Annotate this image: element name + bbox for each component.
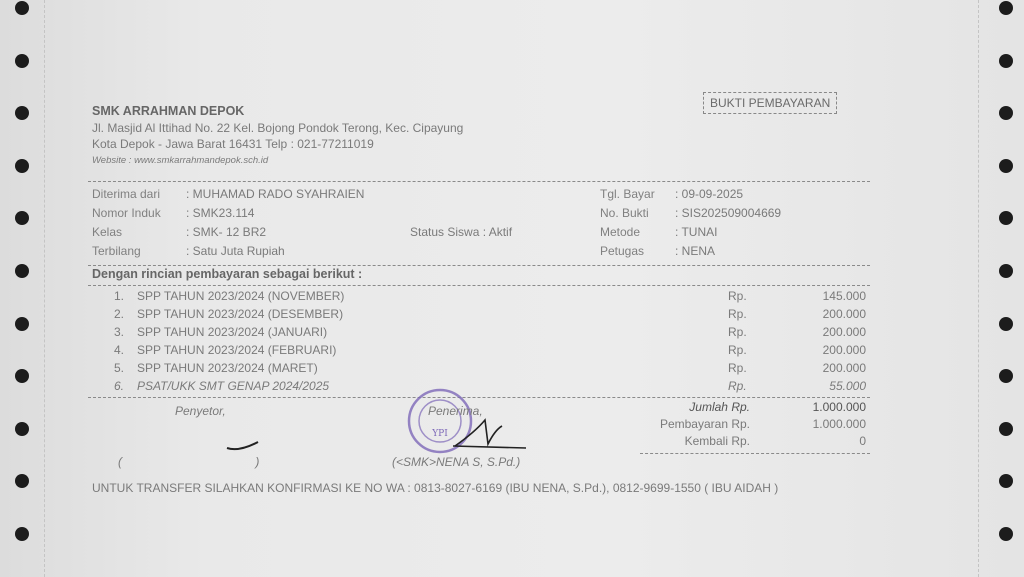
- receiver-signature: [452, 418, 527, 449]
- info-value: : NENA: [675, 244, 716, 258]
- feed-hole: [999, 264, 1013, 278]
- school-website: Website : www.smkarrahmandepok.sch.id: [92, 155, 269, 166]
- feed-hole: [999, 53, 1013, 68]
- receiver-name: (<SMK>NENA S, S.Pd.): [392, 455, 521, 469]
- feed-hole: [999, 316, 1013, 331]
- svg-text:YPI: YPI: [431, 429, 448, 439]
- item-number: 3.: [114, 325, 125, 339]
- item-description: SPP TAHUN 2023/2024 (JANUARI): [137, 325, 328, 339]
- school-stamp: YPI: [407, 388, 473, 454]
- feed-hole: [999, 527, 1013, 541]
- item-currency: Rp.: [728, 343, 747, 357]
- school-address-2: Kota Depok - Jawa Barat 16431 Telp : 021…: [92, 137, 374, 151]
- item-amount: 200.000: [822, 325, 866, 339]
- feed-hole: [15, 474, 29, 489]
- details-heading: Dengan rincian pembayaran sebagai beriku…: [92, 267, 363, 281]
- item-currency: Rp.: [728, 289, 747, 303]
- feed-hole: [15, 264, 29, 278]
- item-number: 5.: [114, 361, 125, 375]
- document-title: BUKTI PEMBAYARAN: [703, 92, 838, 114]
- info-label: Terbilang: [92, 244, 141, 258]
- info-label: No. Bukti: [600, 206, 649, 220]
- info-value: : MUHAMAD RADO SYAHRAIEN: [186, 187, 365, 201]
- divider: [88, 181, 870, 182]
- feed-hole: [999, 1, 1013, 15]
- info-label: Nomor Induk: [92, 206, 161, 220]
- divider: [88, 265, 870, 266]
- info-label: Kelas: [92, 225, 123, 239]
- feed-hole: [15, 316, 29, 331]
- item-number: 1.: [114, 289, 125, 303]
- feed-hole: [15, 211, 29, 226]
- item-number: 2.: [114, 307, 125, 321]
- perforation-left: [44, 0, 45, 577]
- feed-hole: [15, 158, 29, 173]
- item-description: SPP TAHUN 2023/2024 (DESEMBER): [137, 307, 344, 321]
- info-value: : SIS202509004669: [675, 206, 782, 220]
- info-value: : SMK- 12 BR2: [186, 225, 267, 239]
- feed-hole: [15, 53, 29, 68]
- info-label: Petugas: [600, 244, 645, 258]
- item-number: 6.: [114, 379, 125, 393]
- total-label: Jumlah Rp.: [689, 400, 750, 414]
- info-label: Diterima dari: [92, 187, 161, 201]
- payer-signature: [226, 441, 259, 451]
- divider: [88, 397, 870, 398]
- item-description: PSAT/UKK SMT GENAP 2024/2025: [137, 379, 330, 393]
- item-description: SPP TAHUN 2023/2024 (NOVEMBER): [137, 289, 345, 303]
- info-value: : 09-09-2025: [675, 187, 744, 201]
- school-name: SMK ARRAHMAN DEPOK: [92, 104, 245, 118]
- item-currency: Rp.: [728, 325, 747, 339]
- feed-hole: [15, 369, 29, 384]
- school-address-1: Jl. Masjid Al Ittihad No. 22 Kel. Bojong…: [92, 121, 464, 135]
- item-description: SPP TAHUN 2023/2024 (FEBRUARI): [137, 343, 337, 357]
- total-value: 0: [859, 434, 866, 448]
- student-status: Status Siswa : Aktif: [410, 225, 513, 239]
- total-label: Kembali Rp.: [684, 434, 750, 448]
- item-amount: 200.000: [822, 343, 866, 357]
- divider: [640, 453, 870, 454]
- item-amount: 200.000: [822, 307, 866, 321]
- item-currency: Rp.: [728, 307, 747, 321]
- feed-hole: [999, 421, 1013, 436]
- info-value: : SMK23.114: [186, 206, 255, 220]
- info-value: : Satu Juta Rupiah: [186, 244, 285, 258]
- payer-name: ( ): [118, 455, 260, 469]
- payer-label: Penyetor,: [175, 404, 226, 418]
- footer-note: UNTUK TRANSFER SILAHKAN KONFIRMASI KE NO…: [92, 481, 779, 495]
- item-amount: 200.000: [822, 361, 866, 375]
- item-amount: 55.000: [829, 379, 866, 393]
- item-description: SPP TAHUN 2023/2024 (MARET): [137, 361, 318, 375]
- item-currency: Rp.: [728, 379, 747, 393]
- feed-hole: [999, 158, 1013, 173]
- item-amount: 145.000: [822, 289, 866, 303]
- feed-hole: [15, 421, 29, 436]
- info-value: : TUNAI: [675, 225, 718, 239]
- feed-hole: [999, 369, 1013, 384]
- item-currency: Rp.: [728, 361, 747, 375]
- feed-hole: [999, 106, 1013, 121]
- feed-hole: [15, 527, 29, 541]
- feed-hole: [15, 106, 29, 121]
- feed-hole: [15, 1, 29, 15]
- total-value: 1.000.000: [812, 400, 866, 414]
- info-label: Tgl. Bayar: [600, 187, 655, 201]
- feed-hole: [999, 474, 1013, 489]
- perforation-right: [978, 0, 979, 577]
- info-label: Metode: [600, 225, 641, 239]
- divider: [88, 285, 870, 286]
- receiver-label: Penerima,: [428, 404, 483, 418]
- total-value: 1.000.000: [812, 417, 866, 431]
- item-number: 4.: [114, 343, 125, 357]
- feed-hole: [999, 211, 1013, 226]
- total-label: Pembayaran Rp.: [659, 417, 750, 431]
